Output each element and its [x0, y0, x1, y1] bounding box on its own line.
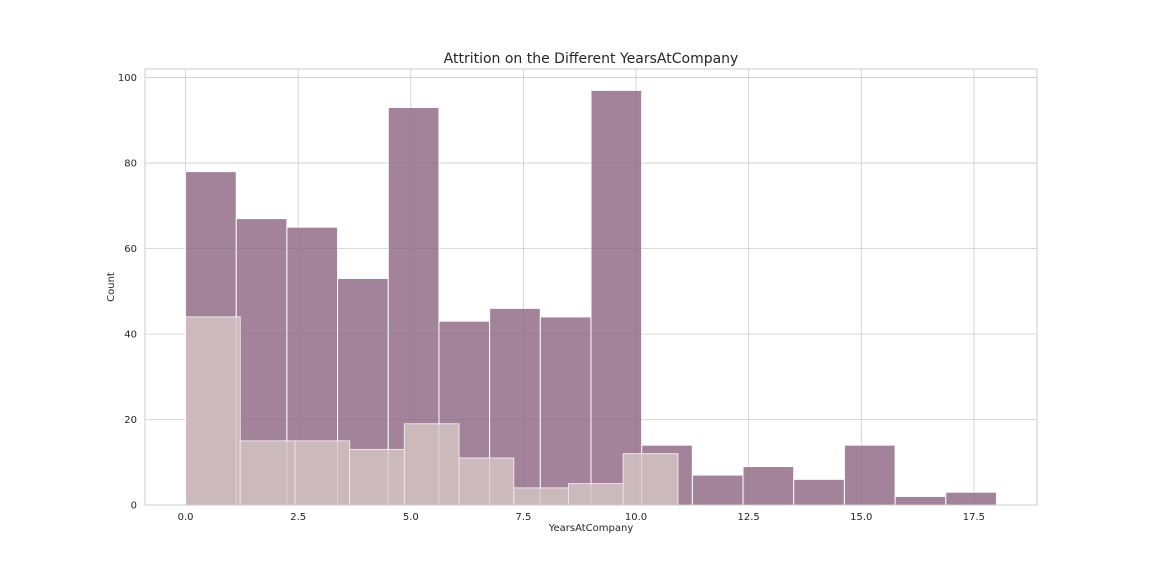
series-a-bar	[843, 444, 896, 506]
x-tick-label: 10.0	[625, 512, 647, 523]
x-tick-label: 17.5	[963, 512, 985, 523]
series-b-bar	[294, 440, 351, 506]
series-a-bar	[945, 491, 997, 506]
y-tick-label: 80	[124, 159, 137, 170]
series-a-bar	[793, 478, 845, 506]
y-tick-label: 60	[124, 244, 137, 255]
x-axis-label: YearsAtCompany	[548, 523, 634, 534]
series-b-bar	[513, 487, 569, 506]
series-a-bar	[894, 495, 947, 506]
x-tick-label: 0.0	[178, 512, 194, 523]
series-b-bar	[349, 448, 405, 506]
series-b-bar	[567, 483, 624, 506]
series-a-bar	[742, 466, 795, 506]
series-a-bar	[590, 89, 643, 506]
y-tick-label: 20	[124, 415, 137, 426]
series-b-bar	[622, 453, 679, 506]
series-b-bar	[403, 423, 460, 506]
series-b-bar	[239, 440, 296, 506]
y-tick-label: 0	[131, 501, 137, 512]
series-b-bar	[458, 457, 515, 506]
series-a-bar	[691, 474, 744, 506]
y-tick-label: 100	[118, 73, 137, 84]
y-tick-label: 40	[124, 330, 137, 341]
y-tick-labels: 0 20 40 60 80 100	[118, 73, 137, 511]
plot-frame	[144, 68, 1038, 506]
y-axis-label: Count	[106, 272, 117, 302]
chart-title: Attrition on the Different YearsAtCompan…	[444, 51, 739, 67]
x-tick-labels: 0.0 2.5 5.0 7.5 10.0 12.5 15.0 17.5	[178, 512, 985, 523]
x-tick-label: 12.5	[738, 512, 760, 523]
x-tick-label: 15.0	[850, 512, 872, 523]
x-tick-label: 5.0	[403, 512, 419, 523]
x-tick-label: 7.5	[515, 512, 531, 523]
series-b-bar	[185, 316, 241, 506]
series-a-bar	[539, 316, 592, 506]
x-tick-label: 2.5	[290, 512, 306, 523]
